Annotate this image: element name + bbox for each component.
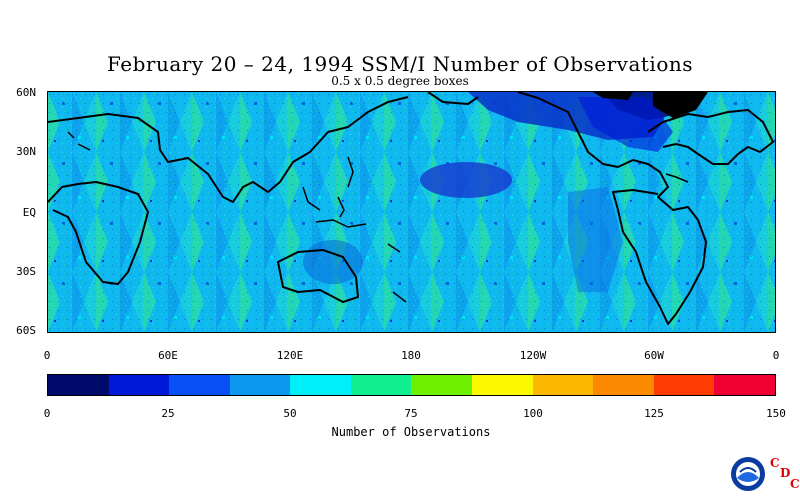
- legend-tick-25: 25: [161, 407, 175, 420]
- legend-swatch-8: [532, 375, 594, 395]
- legend-tick-0: 0: [43, 407, 51, 420]
- map-subtitle: 0.5 x 0.5 degree boxes: [331, 74, 469, 88]
- lat-label-eq: EQ: [22, 206, 36, 219]
- legend-tick-100: 100: [523, 407, 543, 420]
- legend-swatch-6: [411, 375, 473, 395]
- legend-tick-125: 125: [644, 407, 664, 420]
- legend-swatch-4: [290, 375, 351, 395]
- legend-swatch-11: [714, 375, 775, 395]
- map-title: February 20 – 24, 1994 SSM/I Number of O…: [106, 52, 694, 76]
- lon-label-60e: 60E: [158, 349, 178, 362]
- cdc-letter-c1: C: [770, 456, 780, 470]
- legend-title: Number of Observations: [331, 425, 491, 439]
- legend-tick-75: 75: [404, 407, 418, 420]
- lat-label-30n: 30N: [16, 145, 36, 158]
- map-svg: [48, 92, 775, 332]
- cdc-letter-c2: C: [790, 477, 800, 491]
- lon-label-0: 0: [43, 349, 51, 362]
- lat-label-60n: 60N: [16, 86, 36, 99]
- legend-swatch-1: [108, 375, 170, 395]
- cdc-letter-d: D: [780, 466, 791, 480]
- lon-label-180: 180: [401, 349, 421, 362]
- legend-tick-50: 50: [283, 407, 297, 420]
- lon-label-60w: 60W: [644, 349, 664, 362]
- lat-label-60s: 60S: [16, 324, 36, 337]
- legend-swatch-3: [229, 375, 291, 395]
- legend-tick-150: 150: [766, 407, 786, 420]
- legend-swatch-0: [48, 375, 109, 395]
- legend-color-bar: [47, 374, 776, 396]
- legend-swatch-9: [593, 375, 654, 395]
- lon-label-120w: 120W: [519, 349, 547, 362]
- lon-label-0-end: 0: [772, 349, 780, 362]
- legend-swatch-7: [472, 375, 533, 395]
- legend-swatch-5: [350, 375, 412, 395]
- lon-label-120e: 120E: [276, 349, 304, 362]
- observation-map: [47, 91, 776, 333]
- legend-swatch-10: [653, 375, 715, 395]
- legend-swatch-2: [169, 375, 230, 395]
- lat-label-30s: 30S: [16, 265, 36, 278]
- noaa-logo-icon: [730, 456, 766, 492]
